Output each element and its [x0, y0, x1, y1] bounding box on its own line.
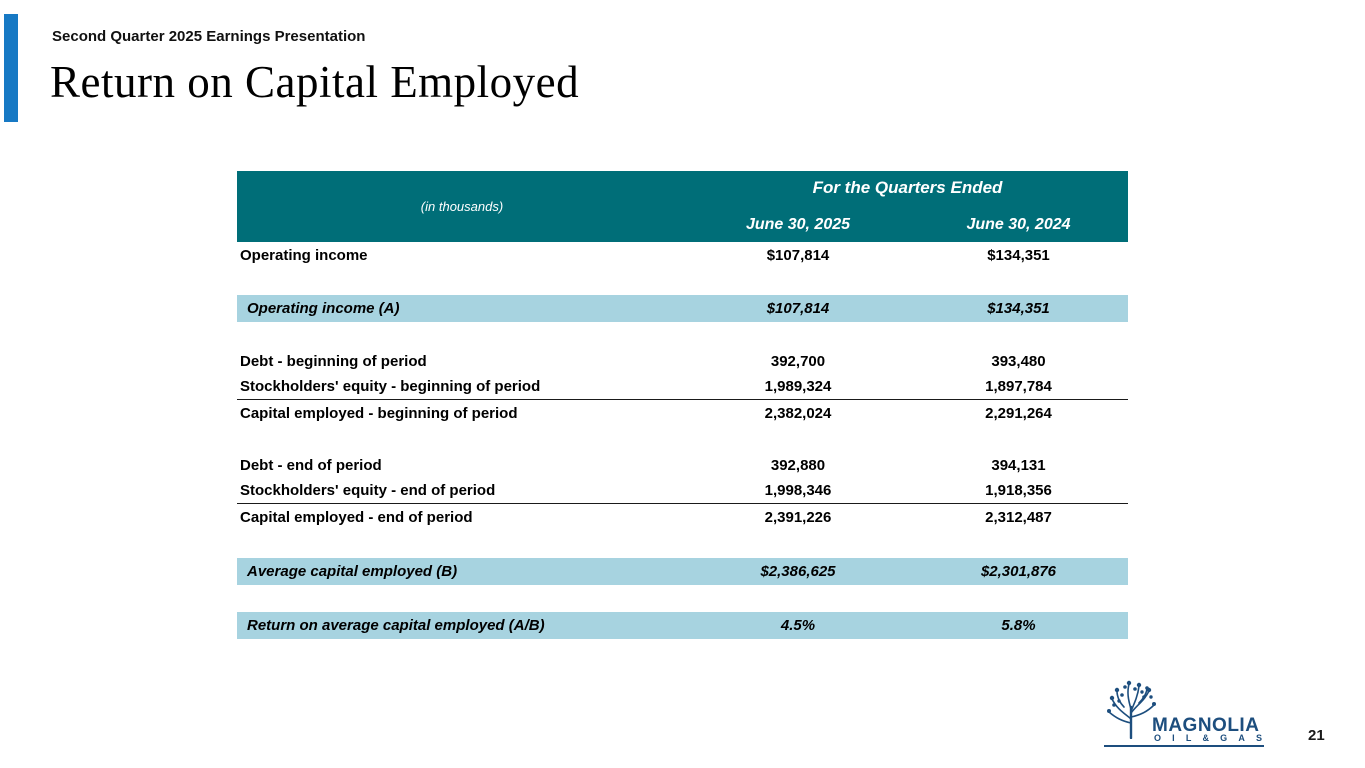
- page-number: 21: [1308, 727, 1325, 744]
- spacer: [237, 268, 1128, 295]
- row-value-2024: 2,291,264: [985, 404, 1052, 422]
- row-label: Capital employed - beginning of period: [240, 404, 518, 422]
- units-label: (in thousands): [420, 199, 504, 214]
- table-row-equity-end: Stockholders' equity - end of period 1,9…: [237, 478, 1128, 504]
- row-value-2024: 1,918,356: [985, 482, 1052, 499]
- magnolia-logo: MAGNOLIA O I L & G A S: [1104, 680, 1264, 747]
- table-header: (in thousands) For the Quarters Ended Ju…: [237, 171, 1128, 242]
- row-label: Operating income: [240, 246, 368, 264]
- row-value-2025: 4.5%: [780, 617, 816, 634]
- row-value-2024: 394,131: [991, 456, 1046, 474]
- column-header-june-2024: June 30, 2024: [966, 216, 1071, 233]
- row-value-2025: $107,814: [766, 246, 830, 264]
- row-value-2024: 393,480: [991, 352, 1046, 370]
- logo-wordmark: MAGNOLIA O I L & G A S: [1152, 715, 1264, 744]
- column-headers: June 30, 2025 June 30, 2024: [687, 216, 1128, 234]
- logo-subtitle: O I L & G A S: [1154, 733, 1262, 743]
- table-row-operating-income: Operating income $107,814 $134,351: [237, 242, 1128, 268]
- row-label: Capital employed - end of period: [240, 508, 473, 526]
- presentation-subtitle: Second Quarter 2025 Earnings Presentatio…: [52, 28, 366, 45]
- accent-bar: [4, 14, 18, 122]
- spacer: [237, 426, 1128, 452]
- table-row-capital-employed-end: Capital employed - end of period 2,391,2…: [237, 504, 1128, 530]
- row-value-2025: 2,391,226: [764, 508, 832, 526]
- roce-table: (in thousands) For the Quarters Ended Ju…: [237, 171, 1128, 639]
- table-row-capital-employed-beginning: Capital employed - beginning of period 2…: [237, 400, 1128, 426]
- spacer: [237, 585, 1128, 612]
- table-row-equity-beginning: Stockholders' equity - beginning of peri…: [237, 374, 1128, 400]
- spacer: [237, 530, 1128, 558]
- row-value-2024: 5.8%: [1001, 617, 1036, 634]
- row-label: Debt - end of period: [240, 456, 382, 474]
- row-label: Return on average capital employed (A/B): [247, 617, 545, 634]
- quarters-ended-label: For the Quarters Ended: [812, 178, 1003, 197]
- row-value-2025: 392,700: [770, 352, 826, 370]
- row-value-2024: $134,351: [987, 246, 1050, 264]
- row-label: Stockholders' equity - beginning of peri…: [240, 378, 541, 395]
- page-title: Return on Capital Employed: [50, 57, 580, 107]
- row-value-2025: $2,386,625: [760, 563, 836, 580]
- row-label: Stockholders' equity - end of period: [240, 482, 496, 499]
- row-value-2025: 1,989,324: [764, 378, 832, 395]
- table-row-debt-beginning: Debt - beginning of period 392,700 393,4…: [237, 348, 1128, 374]
- magnolia-tree-icon: [1104, 677, 1158, 744]
- table-row-debt-end: Debt - end of period 392,880 394,131: [237, 452, 1128, 478]
- table-row-operating-income-a: Operating income (A) $107,814 $134,351: [237, 295, 1128, 322]
- row-label: Debt - beginning of period: [240, 352, 427, 370]
- row-value-2025: 2,382,024: [764, 404, 832, 422]
- table-header-periods: For the Quarters Ended June 30, 2025 Jun…: [687, 171, 1128, 242]
- logo-name: MAGNOLIA: [1152, 715, 1260, 736]
- row-value-2025: 392,880: [770, 456, 826, 474]
- row-label: Operating income (A): [247, 300, 400, 317]
- row-value-2024: 2,312,487: [985, 508, 1052, 526]
- table-row-average-capital-employed: Average capital employed (B) $2,386,625 …: [237, 558, 1128, 585]
- row-value-2024: 1,897,784: [985, 378, 1052, 395]
- row-label: Average capital employed (B): [247, 563, 458, 580]
- row-value-2024: $2,301,876: [980, 563, 1057, 580]
- row-value-2025: 1,998,346: [764, 482, 832, 499]
- row-value-2025: $107,814: [766, 300, 830, 317]
- spacer: [237, 322, 1128, 348]
- table-row-return-on-capital: Return on average capital employed (A/B)…: [237, 612, 1128, 639]
- row-value-2024: $134,351: [987, 300, 1050, 317]
- column-header-june-2025: June 30, 2025: [745, 216, 851, 233]
